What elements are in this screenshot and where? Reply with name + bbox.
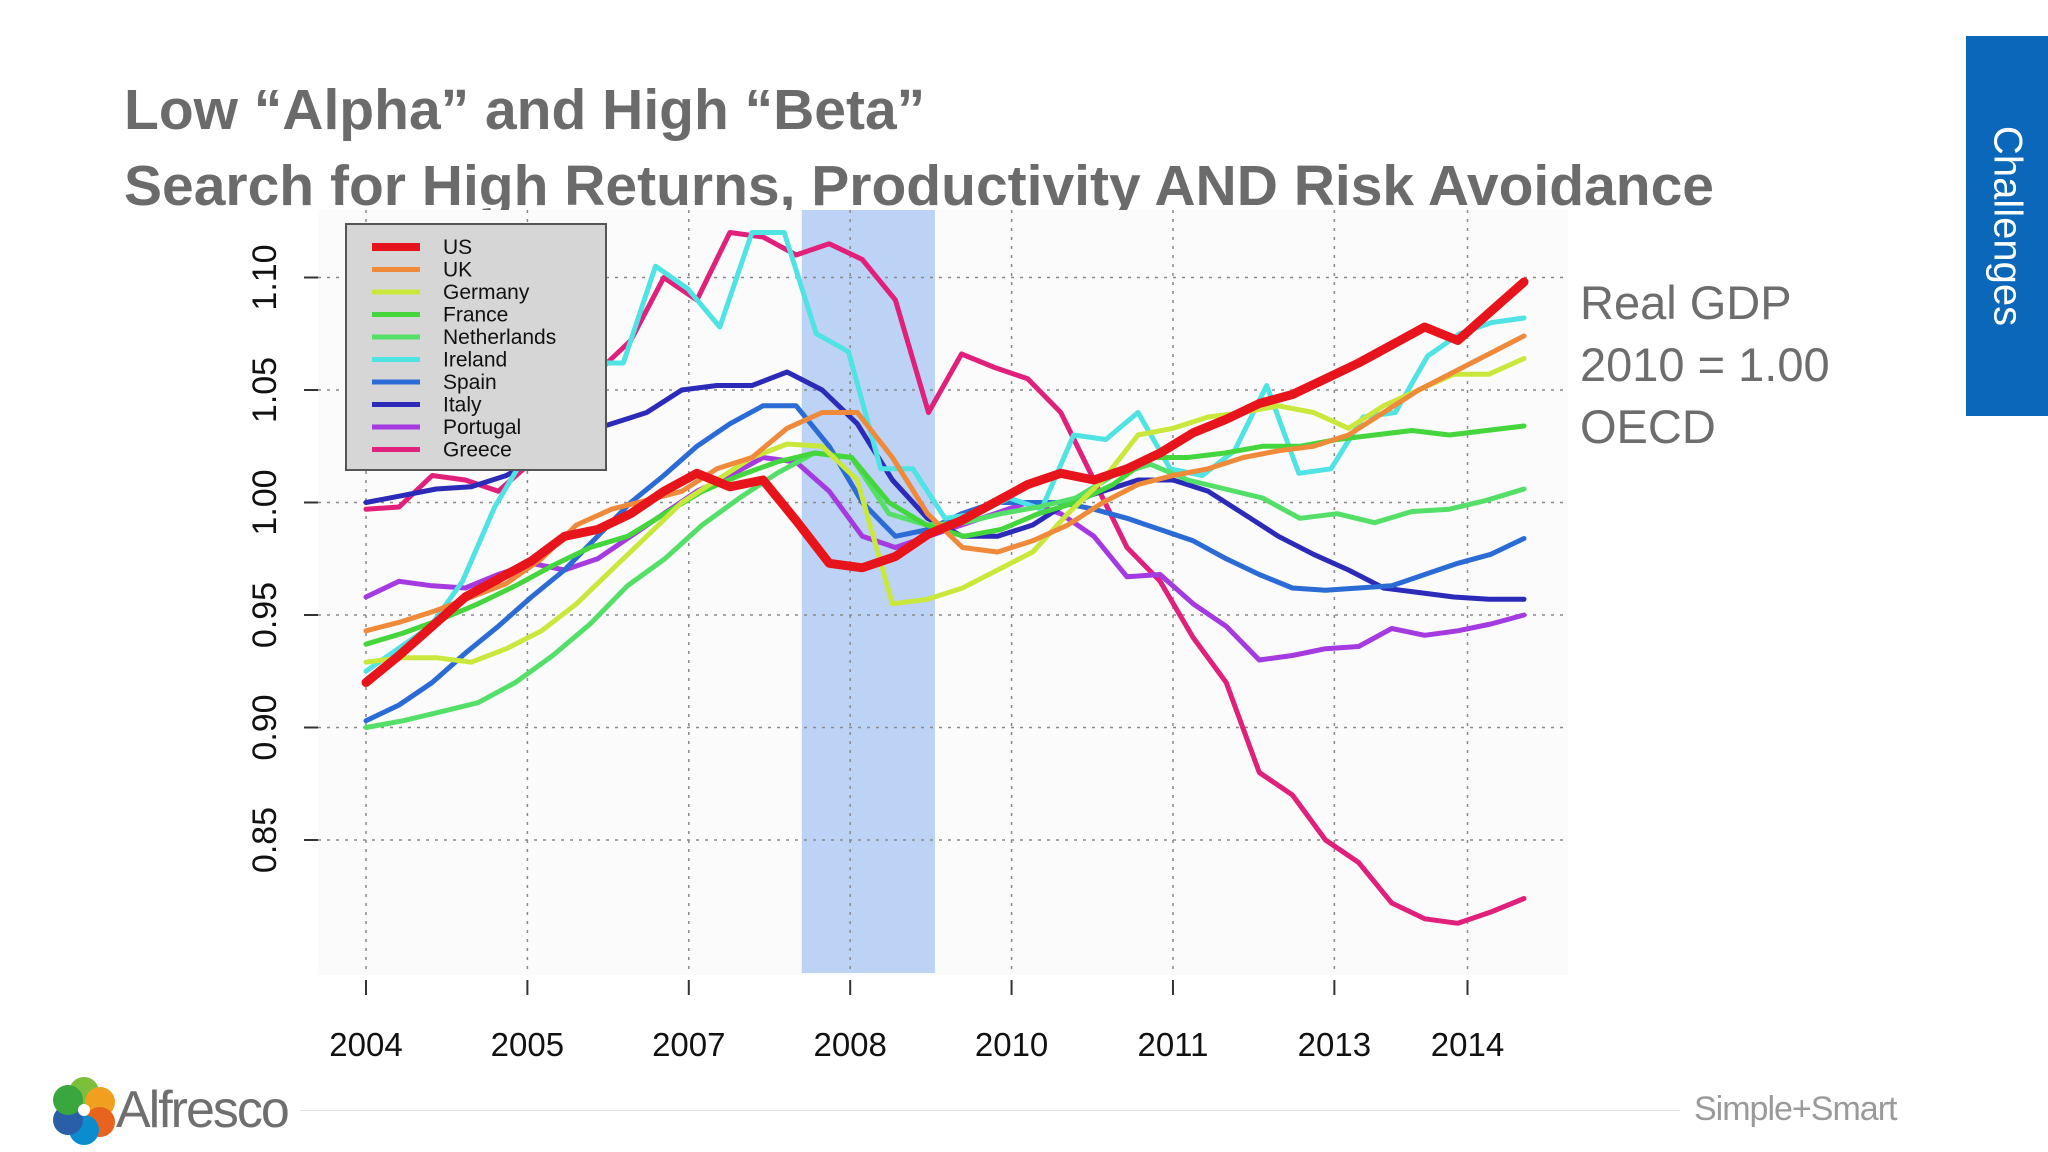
footer-divider [300, 1110, 1680, 1111]
x-tick-label: 2014 [1431, 1026, 1504, 1063]
legend-label-germany: Germany [443, 281, 530, 304]
legend-label-greece: Greece [443, 439, 512, 462]
legend-label-uk: UK [443, 259, 472, 282]
gdp-line-chart: 2004 2005 2007 2008 2010 2011 2013 2014 0.85 0.90… [246, 210, 1568, 1063]
legend-label-portugal: Portugal [443, 416, 521, 439]
x-tick-label: 2013 [1298, 1026, 1371, 1063]
legend-label-france: France [443, 304, 508, 327]
title-line-2: Search for High Returns, Productivity AN… [124, 154, 1714, 218]
y-tick-label: 0.90 [246, 694, 284, 760]
side-tab-label: Challenges [1985, 125, 2030, 327]
x-tick-label: 2004 [329, 1026, 402, 1063]
shaded-period [801, 210, 935, 973]
legend-label-netherlands: Netherlands [443, 326, 556, 349]
x-tick-label: 2005 [491, 1026, 564, 1063]
y-tick-label: 1.00 [246, 469, 284, 535]
annotation-base-year: 2010 = 1.00 [1580, 338, 1830, 391]
legend-label-us: US [443, 236, 472, 259]
brand-name: Alfresco [116, 1081, 290, 1139]
x-tick-label: 2011 [1137, 1026, 1208, 1063]
series-line-us [361, 277, 1529, 687]
x-tick-label: 2007 [652, 1026, 725, 1063]
legend-label-spain: Spain [443, 371, 497, 394]
y-tick-label: 1.10 [246, 244, 284, 310]
side-tab-challenges[interactable]: Challenges [1966, 36, 2048, 416]
series-line-germany [363, 356, 1527, 665]
tagline: Simple+Smart [1694, 1090, 1897, 1128]
y-tick-label: 0.95 [246, 582, 284, 648]
title-line-1: Low “Alpha” and High “Beta” [124, 78, 926, 142]
y-tick-label: 1.05 [246, 357, 284, 423]
x-tick-label: 2010 [975, 1026, 1048, 1063]
x-tick-label: 2008 [813, 1026, 886, 1063]
legend-label-ireland: Ireland [443, 349, 507, 372]
annotation-real-gdp: Real GDP [1580, 276, 1792, 329]
chart-annotation: Real GDP 2010 = 1.00 OECD [1580, 272, 1830, 458]
slide-title: Low “Alpha” and High “Beta” Search for H… [124, 72, 1974, 224]
legend-label-italy: Italy [443, 394, 482, 417]
alfresco-logo-icon [53, 1077, 115, 1145]
y-tick-label: 0.85 [246, 807, 284, 873]
annotation-source: OECD [1580, 400, 1716, 453]
